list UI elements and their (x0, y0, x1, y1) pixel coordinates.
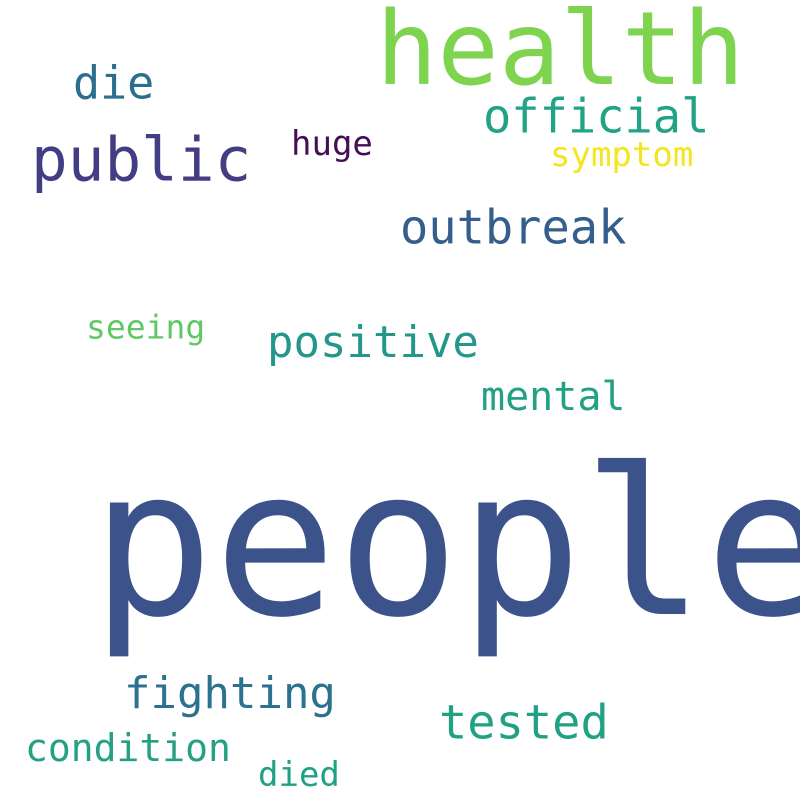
word-huge: huge (291, 124, 373, 164)
word-official: official (483, 89, 710, 145)
word-outbreak: outbreak (400, 200, 627, 256)
word-died: died (258, 755, 340, 795)
word-mental: mental (481, 374, 626, 420)
word-health: health (376, 0, 745, 109)
word-symptom: symptom (550, 135, 694, 175)
word-public: public (31, 124, 252, 196)
word-seeing: seeing (86, 307, 206, 347)
word-positive: positive (267, 317, 479, 368)
word-people: people (91, 426, 800, 663)
word-die: die (73, 56, 155, 110)
word-tested: tested (439, 695, 609, 751)
word-fighting: fighting (124, 668, 336, 719)
word-condition: condition (25, 726, 231, 770)
